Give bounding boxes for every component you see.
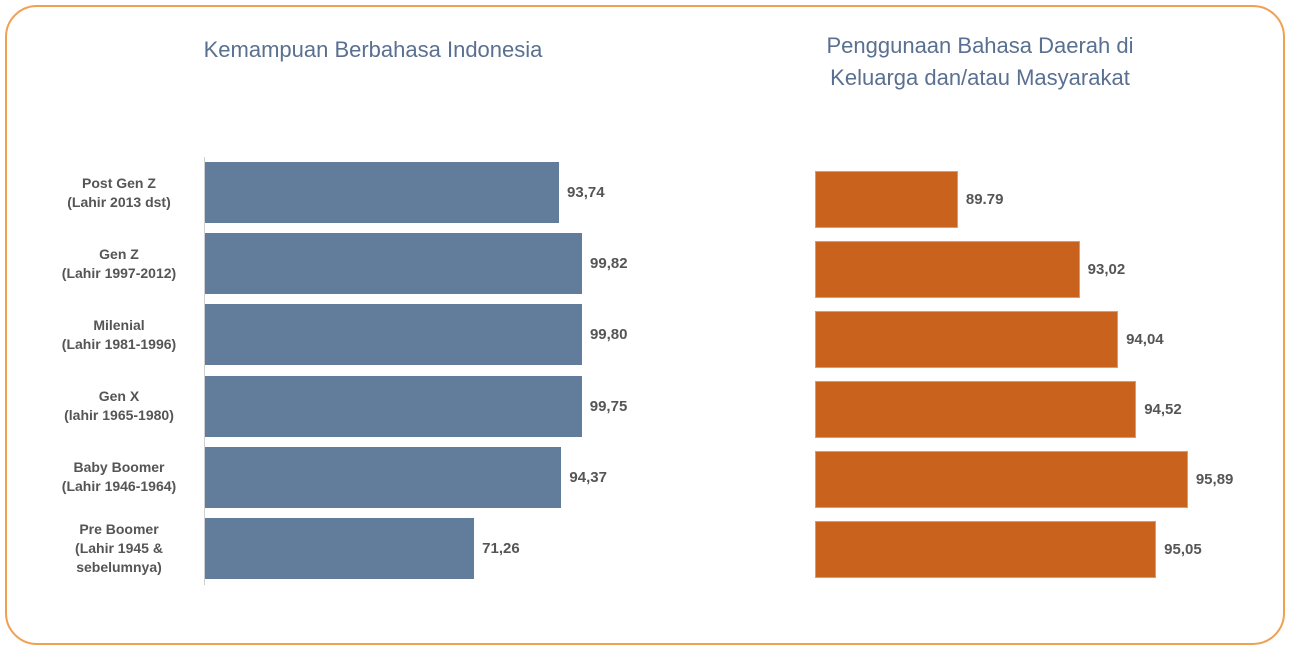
value-label: 89.79 [965,191,1004,208]
bar [205,162,560,223]
value-label: 93,02 [1087,261,1126,278]
category-label: Gen X (lahir 1965-1980) [64,388,174,424]
value-label: 94,37 [569,468,607,486]
value-label: 99,82 [590,255,628,273]
category-label: Milenial (Lahir 1981-1996) [61,316,177,352]
value-label: 93,74 [567,184,605,201]
value-label: 95,89 [1195,471,1234,488]
value-label: 99,75 [589,397,628,415]
bar [205,375,582,437]
chart-title: Penggunaan Bahasa Daerah di Keluarga dan… [826,33,1134,90]
bar [815,451,1188,508]
bar [815,171,958,228]
category-label: Post Gen Z (Lahir 2013 dst) [67,174,171,210]
category-label: Gen Z (Lahir 1997-2012) [61,245,177,281]
bar [205,518,475,579]
bar [205,304,582,366]
value-label: 71,26 [482,540,520,557]
bar [205,446,562,508]
value-label: 95,05 [1164,541,1202,558]
value-label: 99,80 [589,326,628,344]
page: (() => { const data = JSON.parse(documen… [5,5,1285,645]
bar [205,233,583,295]
chart-title: Kemampuan Berbahasa Indonesia [203,37,543,62]
value-label: 94,04 [1126,331,1164,348]
bar [815,241,1080,298]
bar [815,311,1119,368]
bar [815,521,1157,578]
category-label: Baby Boomer (Lahir 1946-1964) [61,459,177,495]
bar [815,381,1137,438]
category-label: Pre Boomer (Lahir 1945 & sebelumnya) [75,521,163,575]
axis-line [204,157,205,585]
value-label: 94,52 [1144,401,1182,418]
